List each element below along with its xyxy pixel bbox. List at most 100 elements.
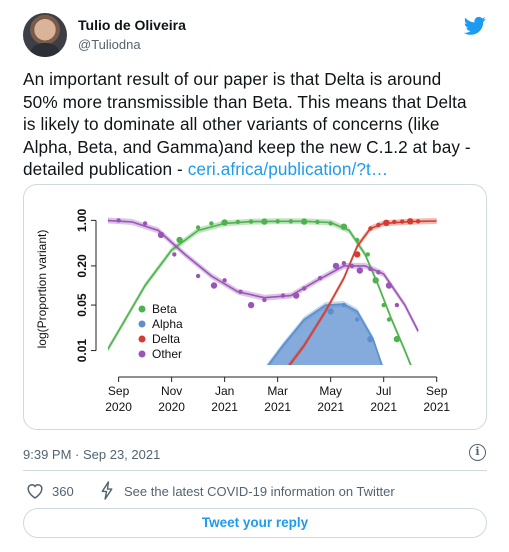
tweet-reply-button[interactable]: Tweet your reply	[23, 508, 487, 538]
tweet-text-fragment: detailed publication -	[23, 159, 188, 179]
legend-label-alpha: Alpha	[152, 317, 183, 331]
data-point-other	[293, 292, 300, 299]
x-tick-label: Nov	[161, 384, 182, 398]
series-band-delta	[287, 218, 437, 365]
data-point-delta	[400, 219, 405, 224]
data-point-beta	[248, 219, 254, 224]
data-point-delta	[407, 218, 414, 225]
author-avatar[interactable]	[23, 13, 67, 57]
avatar-shirt	[29, 43, 61, 57]
data-point-other	[376, 270, 381, 275]
x-tick-label: Jul	[376, 384, 391, 398]
data-point-beta	[315, 219, 320, 225]
data-point-beta	[209, 221, 214, 226]
publication-link[interactable]: ceri.africa/publication/?t…	[187, 159, 389, 179]
x-tick-label: May	[319, 384, 342, 398]
legend-marker-beta	[138, 305, 146, 313]
data-point-other	[349, 263, 355, 269]
data-point-other	[262, 297, 267, 303]
data-point-other	[116, 218, 121, 223]
legend-label-beta: Beta	[152, 302, 177, 316]
data-point-other	[108, 218, 109, 223]
like-count[interactable]: 360	[52, 484, 74, 499]
data-point-other	[317, 275, 323, 281]
plot-area	[108, 217, 437, 365]
data-point-beta	[261, 218, 268, 225]
y-tick-label: 1.00	[75, 208, 89, 232]
data-point-beta	[221, 219, 228, 226]
data-point-beta	[176, 236, 183, 244]
data-point-delta	[354, 251, 361, 258]
covid-info-link[interactable]: See the latest COVID-19 information on T…	[124, 484, 395, 499]
twitter-bird-icon[interactable]	[464, 16, 486, 36]
y-tick-label: 0.20	[75, 254, 89, 278]
x-tick-label: 2020	[158, 400, 185, 414]
data-point-other	[142, 221, 148, 226]
legend-label-other: Other	[152, 347, 182, 361]
like-heart-icon[interactable]	[26, 482, 44, 499]
data-point-beta	[381, 302, 386, 308]
data-point-alpha	[327, 308, 334, 315]
data-point-beta	[340, 223, 348, 230]
series-area-alpha	[268, 304, 382, 365]
tweet-text-line: detailed publication - ceri.africa/publi…	[23, 158, 493, 181]
data-point-delta	[383, 219, 390, 226]
data-point-other	[238, 289, 243, 294]
y-axis-label: log(Proportion variant)	[35, 230, 49, 349]
info-icon[interactable]: i	[469, 444, 486, 461]
data-point-beta	[195, 225, 201, 230]
tweet-text-line: An important result of our paper is that…	[23, 69, 442, 89]
tweet-media-chart[interactable]: 1.00 0.20 0.05 0.01 log(Proportion variant) S…	[23, 184, 487, 430]
data-point-other	[172, 252, 177, 257]
data-point-beta	[288, 219, 294, 224]
y-tick-label: 0.01	[75, 339, 89, 363]
tweet-timestamp[interactable]: 9:39 PM · Sep 23, 2021	[23, 447, 161, 462]
x-tick-label: Jan	[215, 384, 234, 398]
data-point-other	[332, 262, 340, 270]
legend-label-delta: Delta	[152, 332, 180, 346]
data-point-beta	[393, 335, 401, 343]
data-point-other	[247, 301, 255, 309]
y-tick-label: 0.05	[75, 293, 89, 317]
x-tick-label: Mar	[267, 384, 288, 398]
data-point-delta	[415, 219, 421, 224]
data-point-delta	[368, 226, 373, 231]
data-point-other	[280, 293, 286, 298]
data-point-beta	[372, 277, 379, 284]
data-point-beta	[275, 219, 280, 224]
data-point-delta	[392, 219, 397, 225]
series-line-alpha	[267, 303, 383, 365]
x-tick-label: Sep	[426, 384, 448, 398]
author-name[interactable]: Tulio de Oliveira	[78, 17, 186, 33]
tweet-text-line: is likely to dominate all other variants…	[23, 114, 440, 134]
x-tick-label: 2021	[423, 400, 450, 414]
legend-marker-alpha	[138, 320, 146, 328]
lightning-bolt-icon	[101, 481, 113, 500]
data-point-other	[222, 278, 227, 283]
data-point-beta	[365, 252, 370, 257]
data-point-beta	[235, 219, 241, 225]
data-point-alpha	[367, 335, 374, 343]
tweet-text: An important result of our paper is that…	[23, 68, 493, 181]
tweet-text-line: Alpha, Beta, and Gamma)and keep the new …	[23, 136, 471, 157]
x-tick-label: 2020	[105, 400, 132, 414]
chart-svg: 1.00 0.20 0.05 0.01 log(Proportion variant) S…	[35, 208, 450, 414]
data-point-other	[385, 282, 393, 289]
data-point-beta	[301, 218, 308, 225]
data-point-other	[157, 231, 165, 239]
x-tick-label: 2021	[317, 400, 344, 414]
data-point-beta	[328, 221, 333, 226]
legend-marker-other	[138, 350, 146, 358]
x-tick-label: Sep	[108, 384, 130, 398]
x-tick-label: 2021	[370, 400, 397, 414]
x-tick-label: 2021	[211, 400, 238, 414]
x-tick-label: 2021	[264, 400, 291, 414]
author-handle[interactable]: @Tuliodna	[78, 37, 141, 52]
data-point-other	[394, 302, 400, 308]
data-point-other	[302, 286, 307, 291]
data-point-beta	[355, 237, 360, 243]
data-point-other	[195, 273, 201, 279]
data-point-alpha	[341, 302, 347, 308]
data-point-other	[341, 261, 347, 266]
